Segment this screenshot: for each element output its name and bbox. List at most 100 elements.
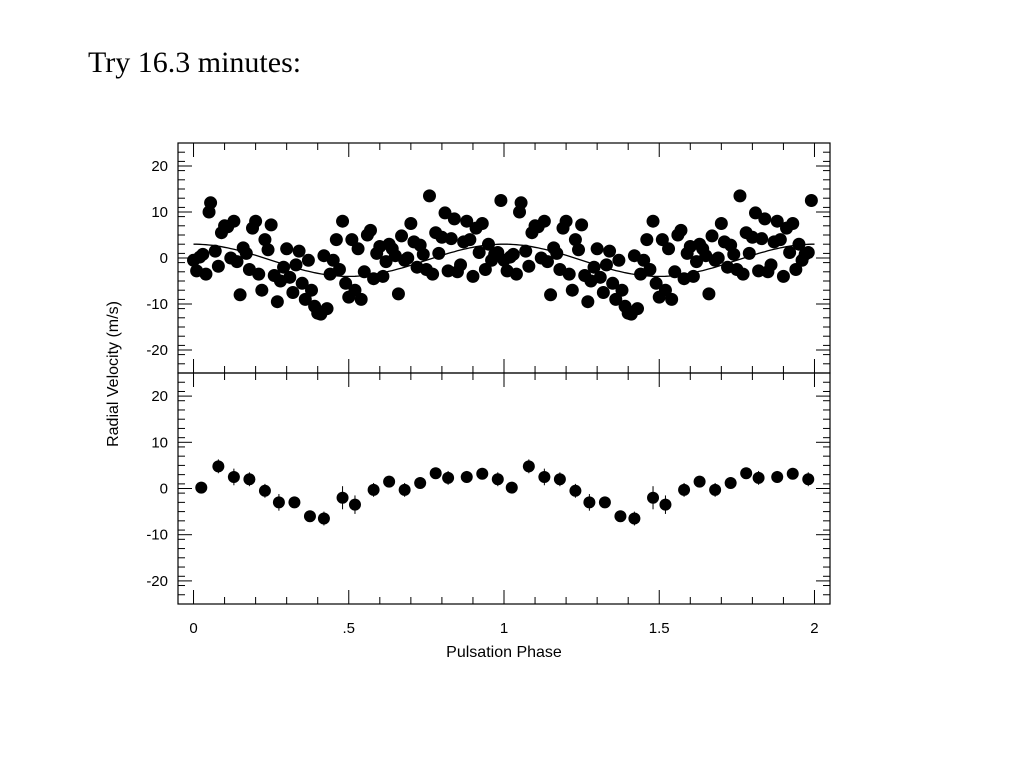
raw-data-point	[773, 233, 787, 247]
raw-data-point	[736, 267, 750, 281]
raw-data-point	[662, 242, 676, 256]
raw-data-point	[401, 251, 415, 265]
binned-panel-ytick-label: -10	[146, 527, 168, 544]
binned-data-point	[647, 491, 660, 504]
raw-data-point	[305, 283, 319, 297]
binned-data-point	[442, 471, 455, 484]
raw-data-point	[674, 223, 688, 237]
raw-data-point	[792, 237, 806, 251]
x-tick-label: 1.5	[649, 620, 670, 637]
binned-data-point	[491, 473, 504, 486]
raw-data-point	[454, 258, 468, 272]
raw-data-point	[748, 206, 762, 220]
raw-data-point	[537, 214, 551, 228]
raw-data-point	[565, 283, 579, 297]
binned-data-point	[522, 460, 535, 473]
raw-data-point	[348, 283, 362, 297]
binned-data-point	[460, 470, 473, 483]
raw-data-point	[522, 259, 536, 273]
raw-data-point	[466, 269, 480, 283]
raw-data-point	[733, 189, 747, 203]
raw-data-point	[196, 247, 210, 261]
raw-data-point	[204, 196, 218, 210]
raw-panel-ytick-label: 0	[160, 250, 168, 267]
raw-data-point	[233, 288, 247, 302]
raw-data-point	[581, 295, 595, 309]
raw-data-point	[612, 253, 626, 267]
raw-panel-ytick-label: 20	[151, 158, 168, 175]
binned-data-point	[288, 496, 301, 509]
slide-title: Try 16.3 minutes:	[88, 46, 302, 79]
raw-data-point	[603, 244, 617, 258]
raw-data-point	[329, 233, 343, 247]
raw-data-point	[416, 247, 430, 261]
raw-data-point	[478, 263, 492, 276]
raw-data-point	[332, 263, 346, 276]
raw-data-point	[264, 218, 278, 232]
raw-data-point	[261, 243, 275, 257]
raw-data-point	[298, 292, 312, 306]
binned-data-point	[212, 460, 225, 473]
binned-data-point	[693, 475, 706, 488]
raw-data-point	[599, 258, 613, 272]
binned-data-point	[709, 483, 722, 496]
raw-data-point	[689, 255, 703, 269]
raw-data-point	[292, 244, 306, 258]
raw-data-point	[252, 267, 266, 281]
raw-data-point	[404, 217, 418, 230]
raw-data-point	[631, 302, 645, 316]
raw-data-point	[354, 292, 368, 306]
binned-data-point	[398, 483, 411, 496]
raw-data-point	[568, 233, 582, 247]
raw-data-point	[637, 253, 651, 267]
binned-data-point	[724, 476, 737, 489]
raw-data-point	[391, 287, 405, 301]
binned-data-point	[243, 473, 256, 486]
binned-data-point	[476, 467, 489, 480]
raw-data-point	[711, 251, 725, 265]
raw-data-point	[475, 217, 489, 230]
raw-data-point	[509, 267, 523, 281]
raw-data-point	[514, 196, 528, 210]
raw-data-point	[255, 283, 269, 297]
raw-data-point	[640, 233, 654, 247]
raw-data-point	[422, 189, 436, 203]
raw-data-point	[770, 214, 784, 228]
raw-data-point	[506, 247, 520, 261]
raw-data-point	[211, 259, 225, 273]
x-tick-label: 0	[189, 620, 197, 637]
raw-data-point	[494, 194, 508, 207]
raw-data-point	[714, 217, 728, 230]
binned-data-point	[752, 471, 765, 484]
x-axis-label: Pulsation Phase	[446, 644, 562, 661]
binned-data-point	[258, 484, 271, 497]
raw-data-point	[615, 283, 629, 297]
raw-data-point	[357, 265, 371, 279]
raw-data-point	[668, 265, 682, 279]
raw-data-point	[320, 302, 334, 316]
raw-data-point	[249, 214, 263, 228]
x-tick-label: 1	[500, 620, 508, 637]
raw-data-point	[590, 242, 604, 256]
binned-data-point	[583, 496, 596, 509]
raw-data-point	[270, 295, 284, 309]
raw-data-point	[395, 229, 409, 243]
raw-data-point	[326, 253, 340, 267]
raw-data-point	[705, 229, 719, 243]
binned-data-point	[367, 483, 380, 496]
raw-data-point	[686, 269, 700, 283]
raw-data-point	[239, 246, 253, 260]
binned-data-point	[336, 491, 349, 504]
binned-data-point	[303, 510, 316, 523]
binned-panel-ytick-label: 10	[151, 434, 168, 451]
binned-panel-ytick-label: 0	[160, 481, 168, 498]
raw-data-point	[562, 267, 576, 281]
raw-data-point	[572, 243, 586, 257]
raw-data-point	[540, 255, 554, 269]
raw-data-point	[295, 276, 309, 290]
raw-data-point	[646, 214, 660, 228]
raw-data-point	[658, 283, 672, 297]
raw-panel-ytick-label: 10	[151, 204, 168, 221]
raw-data-point	[742, 246, 756, 260]
